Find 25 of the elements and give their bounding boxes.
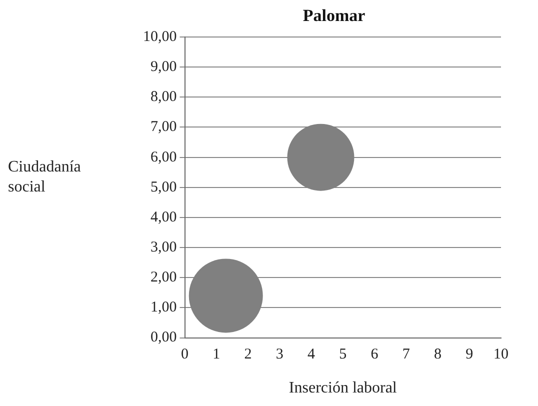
y-tick-label: 1,00 <box>150 300 177 316</box>
chart-title: Palomar <box>302 6 366 26</box>
x-tick-label: 1 <box>212 346 220 363</box>
x-tick-label: 8 <box>434 346 442 363</box>
y-tick-label: 10,00 <box>143 28 177 45</box>
y-tick-label: 8,00 <box>150 89 177 106</box>
y-tick-label: 5,00 <box>150 179 177 196</box>
x-tick-label: 2 <box>244 346 252 363</box>
x-tick-label: 10 <box>494 346 508 363</box>
y-axis-title: Ciudadanía social <box>8 158 81 196</box>
y-tick-label: 2,00 <box>150 270 177 286</box>
x-tick-label: 5 <box>339 346 347 363</box>
x-tick-label: 3 <box>276 346 284 363</box>
y-tick-label: 0,00 <box>150 330 177 346</box>
x-tick-label: 6 <box>370 346 379 363</box>
y-tick-label: 6,00 <box>150 149 177 166</box>
x-axis-title: Inserción laboral <box>288 380 398 397</box>
x-tick-label: 4 <box>308 346 316 363</box>
x-tick-label: 7 <box>402 346 410 363</box>
y-tick-label: 3,00 <box>150 239 177 256</box>
x-tick-label: 0 <box>181 346 188 363</box>
y-tick-label: 4,00 <box>150 209 177 226</box>
y-tick-label: 9,00 <box>150 59 177 76</box>
y-tick-label: 7,00 <box>150 119 177 136</box>
x-tick-label: 9 <box>466 346 474 363</box>
